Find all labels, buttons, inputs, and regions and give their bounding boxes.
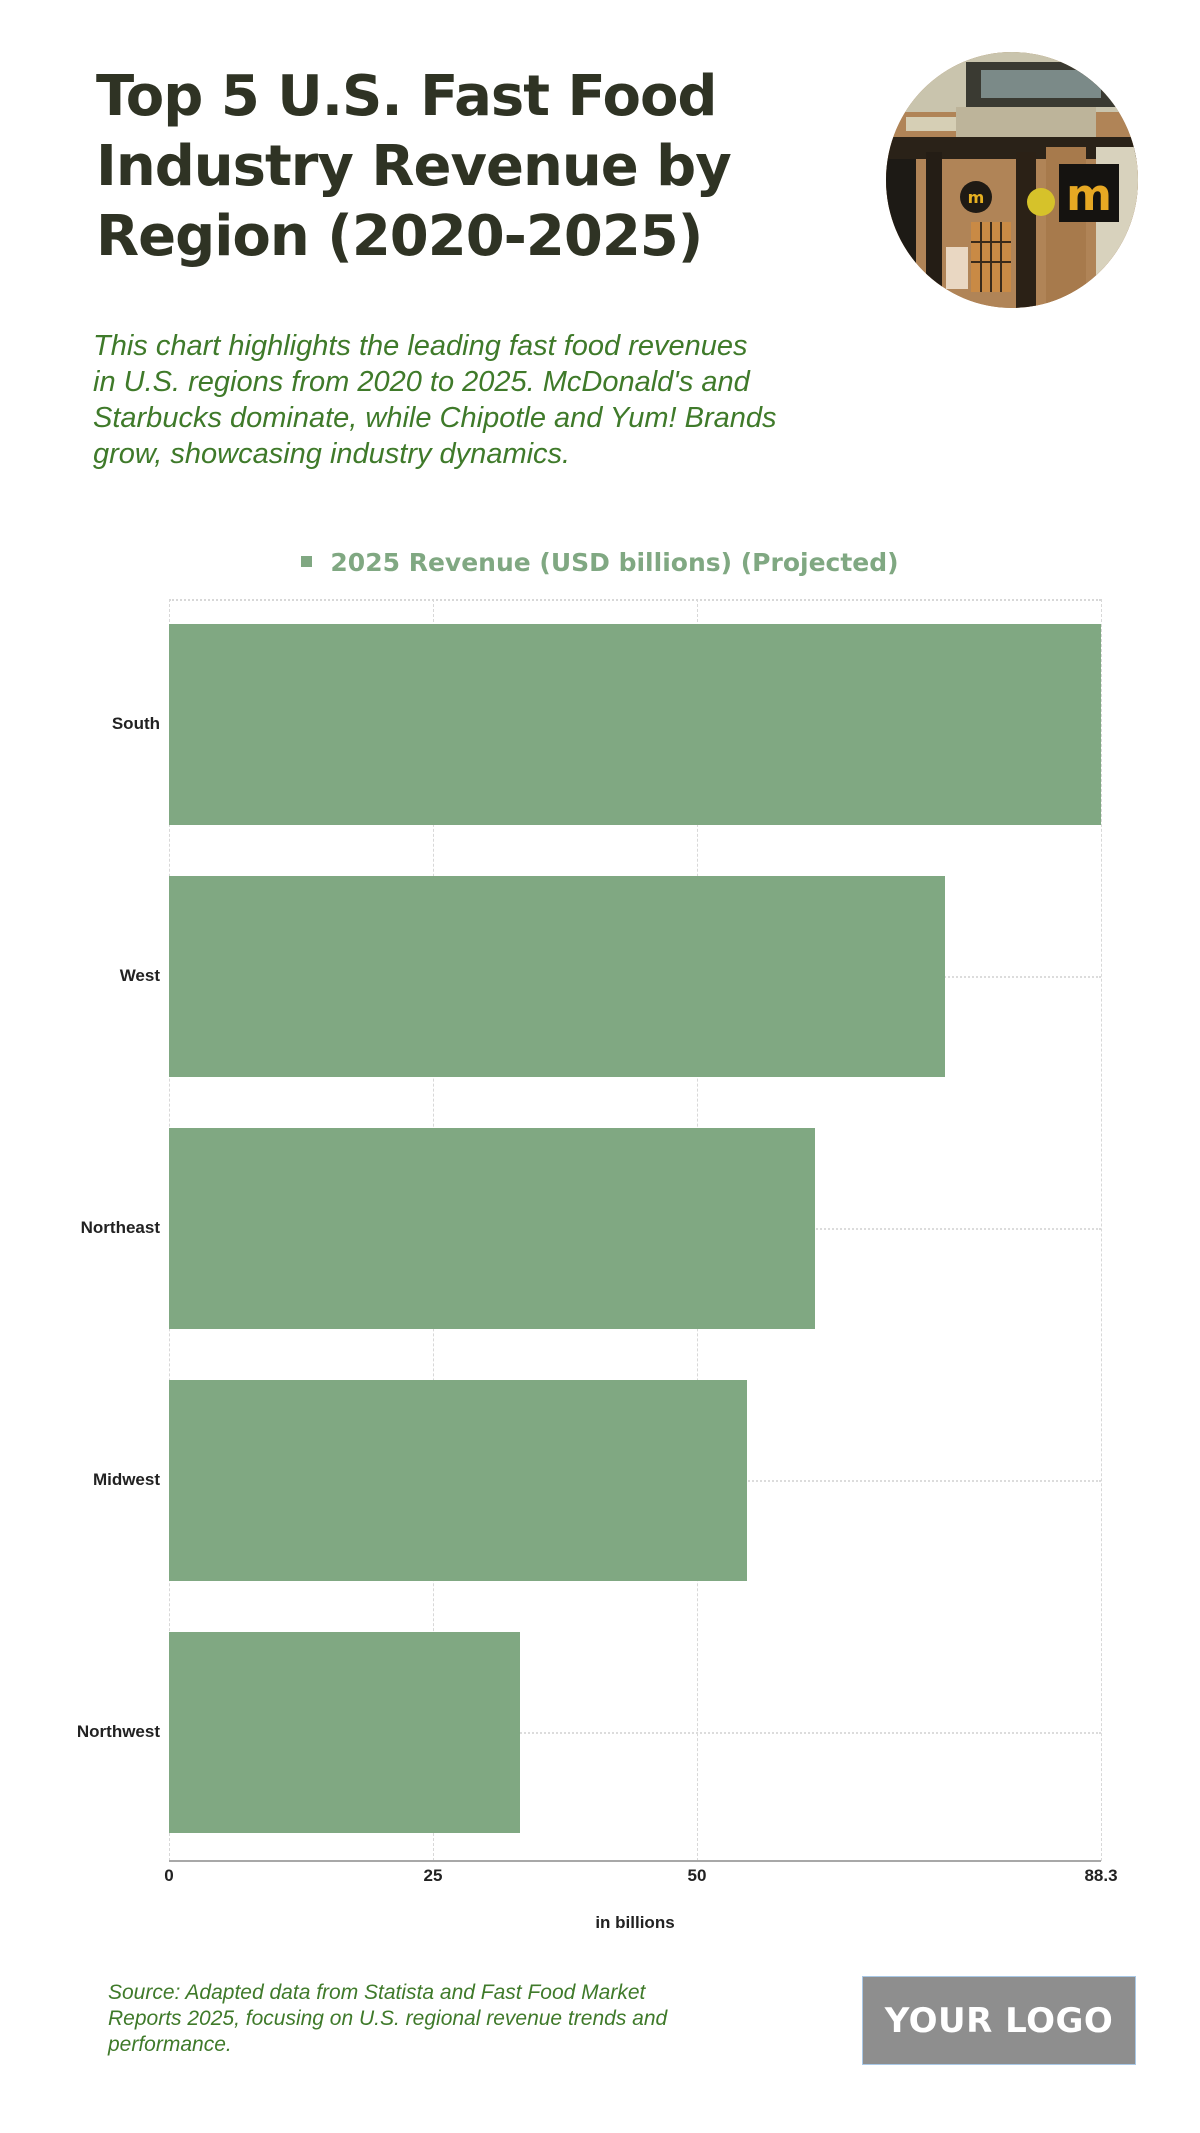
chart-description: This chart highlights the leading fast f…	[93, 328, 913, 472]
source-line: performance.	[108, 2033, 232, 2056]
storefront-photo: m m	[886, 52, 1138, 308]
bar-midwest[interactable]	[169, 1380, 748, 1581]
legend-swatch-icon	[301, 556, 313, 567]
source-note: Source: Adapted data from Statista and F…	[108, 1980, 748, 2058]
subtitle-line: This chart highlights the leading fast f…	[93, 330, 748, 362]
chart-legend: 2025 Revenue (USD billions) (Projected)	[0, 548, 1200, 577]
category-label: Northeast	[80, 1218, 160, 1237]
plot-frame	[169, 599, 1101, 1863]
gridline-x-max	[1101, 599, 1102, 1861]
source-line: Reports 2025, focusing on U.S. regional …	[108, 2007, 668, 2030]
x-tick-label: 25	[423, 1866, 443, 1885]
bar-west[interactable]	[169, 876, 945, 1077]
storefront-illustration-icon: m m	[886, 52, 1138, 308]
bar-northwest[interactable]	[169, 1632, 521, 1833]
x-axis-line	[169, 1860, 1101, 1862]
x-tick-label: 50	[687, 1866, 707, 1885]
legend-label: 2025 Revenue (USD billions) (Projected)	[330, 548, 899, 577]
logo-text: YOUR LOGO	[884, 2000, 1114, 2041]
title-line: Industry Revenue by	[96, 134, 732, 199]
x-tick-label: 0	[164, 1866, 174, 1885]
category-label: Northwest	[76, 1722, 160, 1741]
title-line: Top 5 U.S. Fast Food	[96, 64, 718, 129]
bar-northeast[interactable]	[169, 1128, 815, 1329]
subtitle-line: grow, showcasing industry dynamics.	[93, 438, 571, 470]
subtitle-line: in U.S. regions from 2020 to 2025. McDon…	[93, 366, 750, 398]
source-line: Source: Adapted data from Statista and F…	[108, 1981, 646, 2004]
gridline-y-northwest	[169, 1732, 1101, 1734]
category-label: West	[119, 966, 160, 985]
category-label: Midwest	[92, 1470, 160, 1489]
x-tick-label: 88.3	[1084, 1866, 1118, 1885]
svg-text:m: m	[1066, 170, 1112, 221]
subtitle-line: Starbucks dominate, while Chipotle and Y…	[93, 402, 777, 434]
page-title: Top 5 U.S. Fast Food Industry Revenue by…	[96, 62, 816, 272]
category-label: South	[111, 714, 160, 733]
svg-text:m: m	[968, 188, 985, 207]
x-axis-title: in billions	[595, 1913, 675, 1932]
logo-placeholder: YOUR LOGO	[862, 1976, 1136, 2065]
bar-south[interactable]	[169, 624, 1101, 825]
title-line: Region (2020-2025)	[96, 204, 703, 269]
